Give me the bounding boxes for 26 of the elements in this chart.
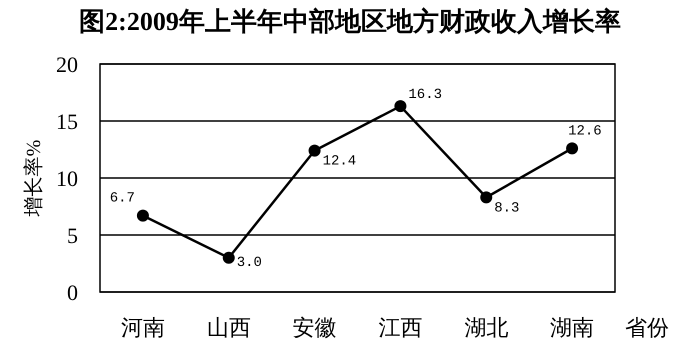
y-tick-label: 20 <box>56 52 78 77</box>
x-tick-label: 山西 <box>206 315 251 340</box>
y-tick-label: 0 <box>67 280 78 305</box>
x-tick-label: 河南 <box>120 315 165 340</box>
point <box>394 100 406 112</box>
x-tick-label: 湖南 <box>550 315 594 340</box>
data-label: 3.0 <box>236 254 262 271</box>
point <box>136 210 149 222</box>
y-tick-label: 5 <box>67 223 78 248</box>
x-tick-label: 江西 <box>378 315 422 340</box>
data-label: 12.6 <box>568 123 602 140</box>
point <box>308 144 321 157</box>
y-axis-title: 增长率% <box>23 140 45 218</box>
point <box>566 142 578 154</box>
point <box>480 191 492 204</box>
chart-title: 图2:2009年上半年中部地区地方财政收入增长率 <box>79 7 621 36</box>
point <box>222 252 235 264</box>
y-tick-label: 15 <box>56 109 78 134</box>
y-tick-label: 10 <box>56 166 78 191</box>
x-tick-label: 湖北 <box>464 315 508 340</box>
data-label: 8.3 <box>494 200 520 216</box>
x-tick-label: 安徽 <box>292 315 337 340</box>
data-label: 16.3 <box>408 87 442 104</box>
data-label: 6.7 <box>110 190 135 207</box>
data-label: 12.4 <box>322 154 356 170</box>
x-axis-title: 省份 <box>625 315 669 340</box>
